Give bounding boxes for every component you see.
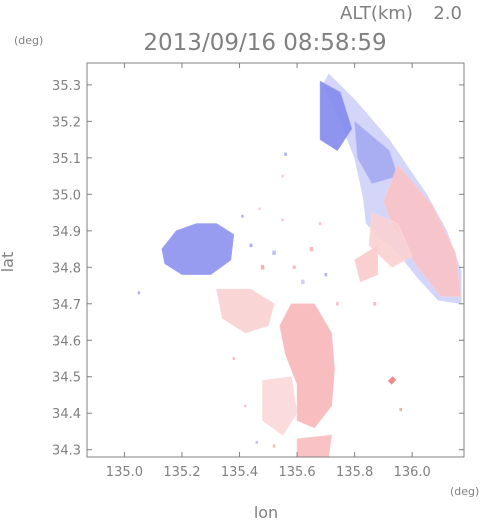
echo-speckle-5 (249, 243, 253, 248)
echo-region-south-patch (262, 376, 298, 436)
echo-speckle-3 (309, 246, 314, 252)
x-axis-label: lon (254, 503, 278, 521)
echo-region-east-inner (368, 212, 413, 268)
echo-speckle-14 (137, 291, 140, 295)
echo-speckle-13 (281, 174, 284, 178)
echo-speckle-12 (284, 152, 287, 156)
echo-speckle-0 (387, 376, 397, 385)
echo-speckle-16 (255, 440, 258, 444)
echo-region-central-strip (279, 303, 335, 429)
y-tick-label-1: 34.4 (52, 407, 81, 422)
y-axis-label: lat (0, 252, 17, 273)
y-tick-label-8: 35.1 (52, 152, 81, 167)
echo-speckle-17 (272, 444, 276, 448)
x-tick-label-2: 135.4 (221, 465, 258, 480)
altitude-label: ALT(km) (340, 3, 413, 24)
echo-region-western-patch (216, 288, 275, 334)
echo-speckle-18 (244, 404, 247, 408)
echo-speckle-2 (373, 302, 377, 306)
y-tick-label-10: 35.3 (52, 79, 81, 94)
radar-field (137, 73, 462, 457)
x-tick-label-1: 135.2 (163, 465, 200, 480)
x-tick-label-3: 135.6 (278, 465, 315, 480)
x-tick-label-5: 136.0 (394, 465, 431, 480)
x-unit-label: (deg) (450, 485, 479, 498)
echo-speckle-21 (301, 279, 305, 285)
echo-speckle-4 (324, 273, 328, 277)
chart-title: 2013/09/16 08:58:59 (143, 30, 386, 56)
echo-region-north-echo (354, 245, 379, 283)
echo-region-north-far (354, 121, 399, 184)
echo-speckle-15 (232, 357, 235, 360)
echo-speckle-11 (258, 207, 261, 211)
y-tick-label-5: 34.8 (52, 261, 81, 276)
axis-ticks: 135.0 135.2 135.4 135.6 135.8 136.0 34.3 34.4 34… (52, 63, 464, 480)
echo-speckle-10 (241, 214, 244, 218)
y-tick-label-6: 34.9 (52, 225, 81, 240)
y-tick-label-9: 35.2 (52, 115, 81, 130)
echo-region-east-fringe (383, 164, 462, 297)
echo-speckle-19 (318, 221, 322, 226)
plot-frame (86, 62, 465, 458)
echo-speckle-9 (281, 218, 284, 222)
echo-speckle-1 (399, 407, 402, 412)
y-tick-label-2: 34.5 (52, 371, 81, 386)
y-tick-label-7: 35.0 (52, 188, 81, 203)
echo-region-south-tail (296, 434, 332, 457)
echo-speckle-7 (272, 250, 276, 255)
echo-region-west-cluster (161, 223, 235, 275)
y-tick-label-4: 34.7 (52, 298, 81, 313)
echo-speckle-20 (336, 302, 339, 306)
echo-speckle-8 (292, 265, 296, 270)
x-tick-label-4: 135.8 (336, 465, 373, 480)
y-unit-label: (deg) (14, 34, 43, 47)
y-tick-label-3: 34.6 (52, 334, 81, 349)
echo-speckle-6 (260, 265, 265, 270)
x-tick-label-0: 135.0 (106, 465, 143, 480)
altitude-value: 2.0 (433, 3, 462, 24)
echo-region-north-strong (319, 80, 353, 151)
y-tick-label-0: 34.3 (52, 444, 81, 459)
